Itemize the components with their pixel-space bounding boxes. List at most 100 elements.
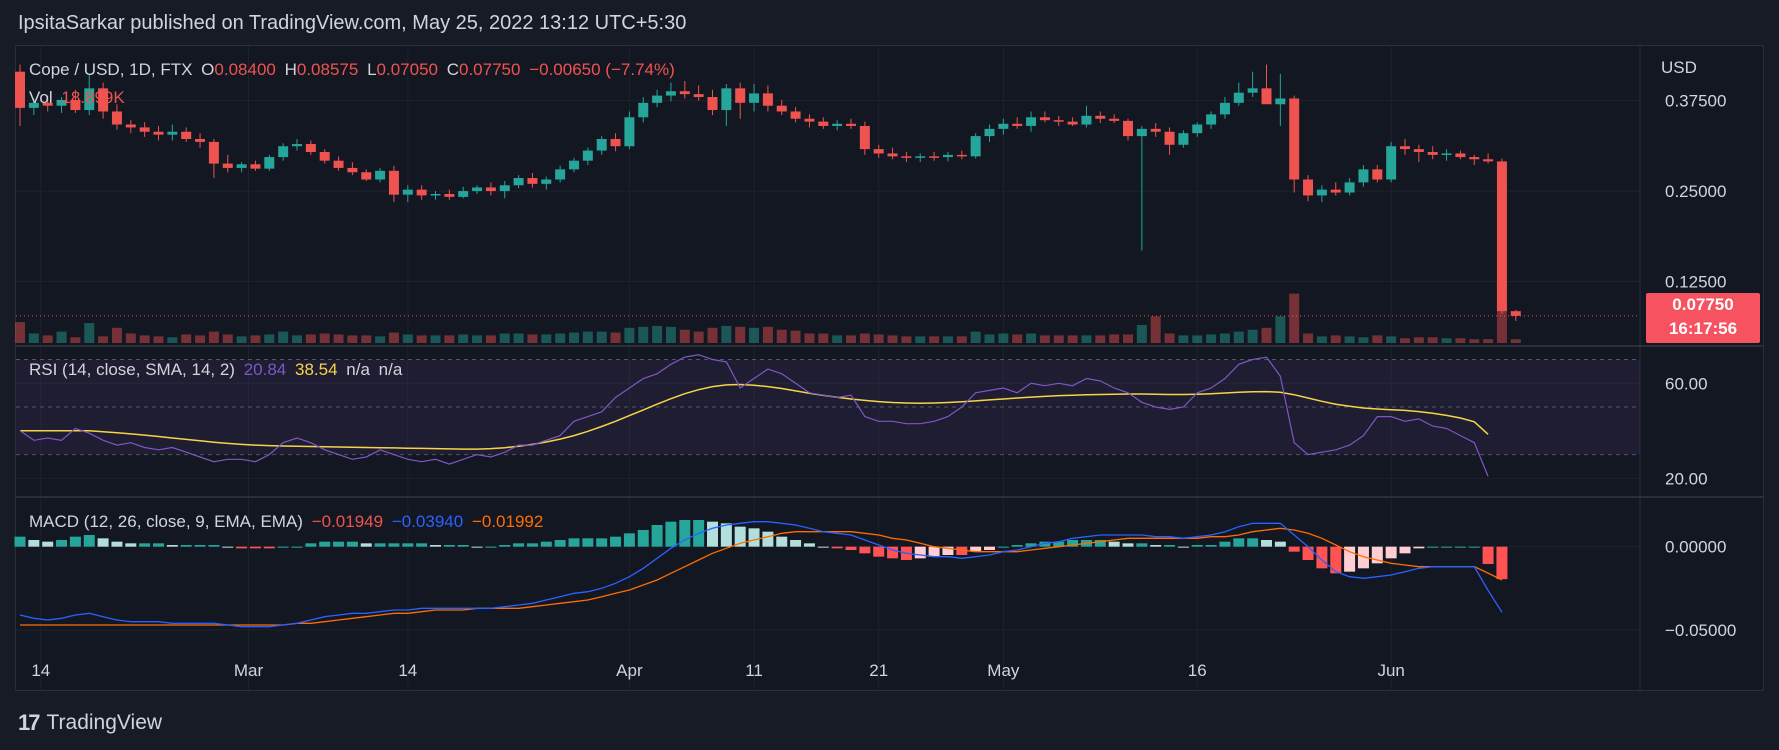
- candle-body: [749, 93, 760, 103]
- macd-histogram-bar: [83, 535, 95, 547]
- candle: [1344, 178, 1355, 196]
- volume-bar: [984, 334, 995, 343]
- macd-histogram-bar: [1025, 543, 1037, 547]
- macd-histogram-bar: [748, 528, 760, 547]
- candle: [458, 186, 469, 199]
- candle-body: [665, 91, 676, 96]
- macd-hist-value: −0.01949: [311, 512, 384, 531]
- volume-bar: [1261, 327, 1272, 343]
- macd-histogram-bar: [1274, 541, 1286, 547]
- candle-body: [735, 88, 746, 103]
- macd-line: [19, 521, 1503, 628]
- candle-body: [361, 172, 372, 180]
- volume-bar: [333, 334, 344, 343]
- volume-bar: [1067, 335, 1078, 343]
- macd-histogram-bar: [554, 540, 566, 547]
- macd-histogram-bar: [346, 541, 358, 547]
- macd-histogram-bar: [1136, 543, 1148, 547]
- candle-body: [1441, 153, 1452, 155]
- volume-bar: [1247, 329, 1258, 343]
- candle-body: [1344, 182, 1355, 193]
- candle-body: [347, 167, 358, 173]
- volume-bar: [42, 335, 53, 343]
- macd-histogram-bar: [125, 543, 137, 547]
- candle-body: [956, 154, 967, 157]
- macd-histogram-bar: [956, 546, 968, 555]
- candle-body: [942, 154, 953, 158]
- volume-bar: [375, 336, 386, 343]
- candle: [139, 122, 150, 137]
- candle: [1372, 165, 1383, 183]
- candle: [1303, 175, 1314, 202]
- macd-histogram-bar: [249, 546, 261, 549]
- macd-histogram-bar: [1122, 543, 1134, 547]
- macd-histogram-bar: [430, 545, 441, 547]
- macd-histogram-bar: [513, 543, 525, 547]
- candle-body: [278, 146, 289, 158]
- time-tick-label: 11: [745, 661, 763, 680]
- macd-histogram-bar: [1039, 541, 1051, 547]
- volume-bar: [1109, 334, 1120, 343]
- macd-histogram-bar: [374, 543, 386, 547]
- macd-histogram-bar: [817, 546, 829, 548]
- candle-body: [1123, 120, 1133, 137]
- macd-histogram-bar: [1344, 546, 1356, 572]
- candle: [790, 107, 801, 123]
- candle: [84, 75, 95, 116]
- chart-frame[interactable]: [15, 45, 1764, 691]
- macd-histogram-bar: [1094, 540, 1106, 547]
- macd-pane: [14, 520, 1508, 628]
- candle: [208, 138, 219, 179]
- candle: [42, 95, 53, 112]
- candle: [942, 152, 953, 162]
- candle: [1206, 111, 1217, 129]
- macd-histogram-bar: [679, 520, 691, 547]
- macd-histogram-bar: [1371, 546, 1383, 564]
- candle: [416, 185, 427, 200]
- macd-histogram-bar: [402, 543, 414, 547]
- candle: [1358, 165, 1369, 187]
- time-tick-label: Jun: [1377, 661, 1404, 680]
- candle-body: [707, 97, 718, 111]
- candle: [444, 189, 455, 200]
- axis-tick-label: −0.05000: [1665, 621, 1736, 640]
- macd-histogram-bar: [610, 536, 622, 547]
- candle: [319, 149, 330, 164]
- volume-bar: [859, 333, 870, 343]
- candle-body: [998, 123, 1009, 129]
- candle-body: [305, 144, 316, 153]
- macd-histogram-bar: [471, 546, 483, 548]
- volume-bar: [804, 333, 815, 343]
- footer[interactable]: 17 TradingView: [18, 710, 162, 736]
- macd-histogram-bar: [1261, 540, 1272, 547]
- candle-body: [1261, 88, 1272, 105]
- macd-histogram-bar: [568, 538, 580, 547]
- candle-body: [1136, 128, 1147, 137]
- volume-bar: [139, 335, 150, 343]
- candle-body: [56, 99, 67, 106]
- rsi-na-1: n/a: [346, 360, 370, 379]
- macd-histogram-bar: [762, 531, 774, 547]
- macd-histogram-bar: [277, 546, 289, 548]
- candle-body: [513, 178, 524, 186]
- candle: [1441, 149, 1452, 161]
- pane-separators: [16, 46, 1763, 690]
- volume-bar: [56, 331, 67, 343]
- macd-histogram-bar: [236, 546, 248, 549]
- volume-bar: [1095, 335, 1106, 343]
- close-value: 0.07750: [459, 60, 521, 79]
- macd-histogram-bar: [1427, 546, 1439, 548]
- volume-bar: [1358, 337, 1369, 343]
- candle: [292, 138, 302, 151]
- candle-body: [1496, 161, 1507, 312]
- macd-histogram-bar: [1205, 545, 1217, 547]
- candle: [1455, 150, 1466, 160]
- volume-bar: [1483, 339, 1494, 343]
- axis-tick-label: 60.00: [1665, 374, 1708, 393]
- macd-histogram-bar: [180, 545, 192, 547]
- candle-body: [167, 131, 178, 135]
- candle: [707, 89, 718, 116]
- candle-body: [458, 191, 469, 197]
- macd-histogram-bar: [1233, 538, 1245, 547]
